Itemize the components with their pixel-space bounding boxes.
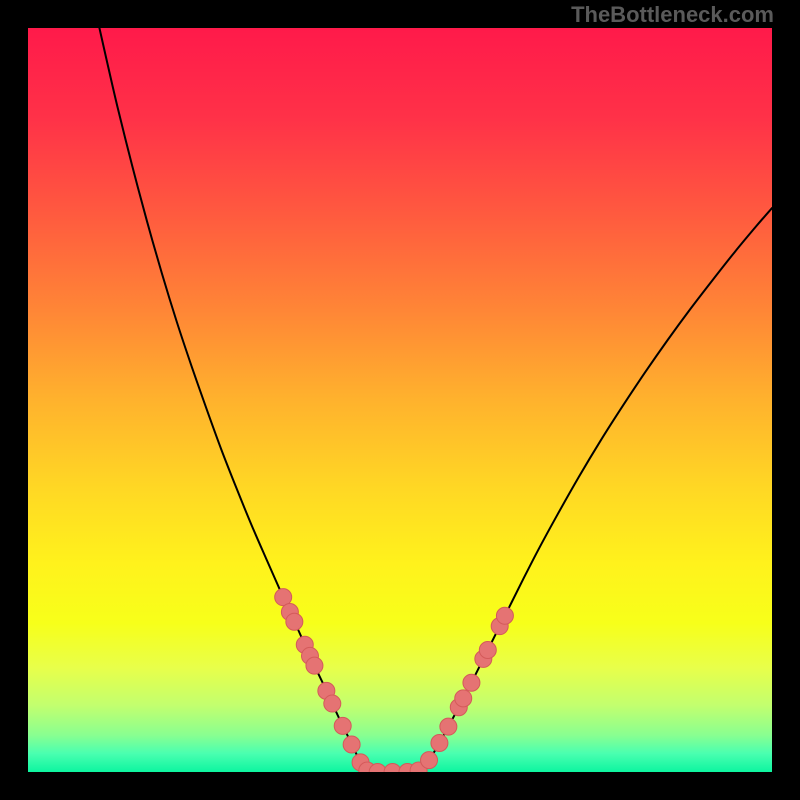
chart-container: TheBottleneck.com: [0, 0, 800, 800]
data-marker: [479, 641, 496, 658]
data-marker: [286, 613, 303, 630]
data-marker: [324, 695, 341, 712]
data-marker: [421, 752, 438, 769]
data-marker: [343, 736, 360, 753]
watermark-text: TheBottleneck.com: [571, 2, 774, 28]
plot-svg: [28, 28, 772, 772]
data-marker: [496, 607, 513, 624]
data-marker: [334, 717, 351, 734]
plot-area: [28, 28, 772, 772]
data-marker: [440, 718, 457, 735]
gradient-background: [28, 28, 772, 772]
data-marker: [455, 690, 472, 707]
data-marker: [463, 674, 480, 691]
data-marker: [306, 657, 323, 674]
data-marker: [431, 734, 448, 751]
